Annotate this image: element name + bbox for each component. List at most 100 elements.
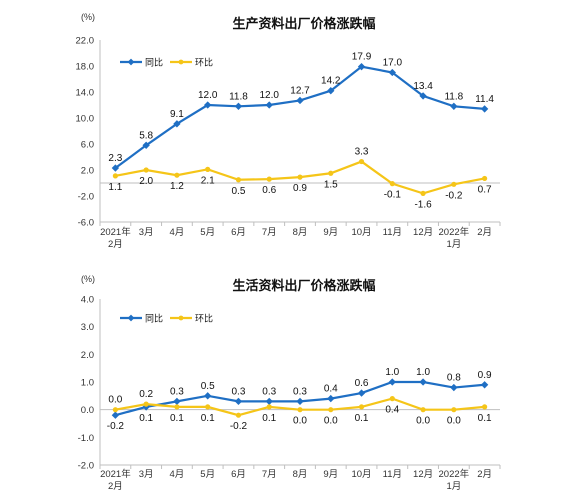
data-point-yoy bbox=[265, 397, 273, 406]
data-label-mom: 0.1 bbox=[355, 413, 369, 424]
data-point-yoy bbox=[419, 378, 427, 386]
x-tick-label: 2022年 1月 bbox=[439, 226, 470, 250]
data-label-mom: 0.0 bbox=[324, 416, 338, 427]
x-tick-label: 2021年 2月 bbox=[100, 468, 131, 492]
y-tick-label: 3.0 bbox=[81, 322, 94, 333]
data-label-yoy: 1.0 bbox=[416, 367, 430, 378]
x-tick-label: 8月 bbox=[293, 469, 308, 480]
data-label-yoy: 13.4 bbox=[413, 81, 433, 92]
x-tick-label: 3月 bbox=[139, 227, 154, 238]
data-label-yoy: 2.3 bbox=[108, 153, 122, 164]
data-label-mom: -0.1 bbox=[384, 190, 402, 201]
data-point-mom bbox=[297, 174, 303, 180]
data-label-yoy: 0.5 bbox=[201, 381, 215, 392]
data-label-mom: 3.3 bbox=[355, 147, 369, 158]
x-tick-label-line: 2月 bbox=[477, 469, 492, 480]
data-point-yoy bbox=[357, 389, 366, 397]
x-tick-label: 5月 bbox=[200, 227, 215, 238]
y-tick-label: 14.0 bbox=[76, 88, 95, 99]
x-tick-label-line: 12月 bbox=[413, 469, 433, 480]
x-tick-label-line: 5月 bbox=[200, 227, 215, 238]
y-tick-label: 6.0 bbox=[81, 140, 94, 151]
legend-marker-mom bbox=[178, 315, 184, 321]
data-point-yoy bbox=[234, 102, 243, 110]
data-label-yoy: 0.3 bbox=[170, 386, 184, 397]
x-tick-label: 3月 bbox=[139, 469, 154, 480]
x-tick-label: 10月 bbox=[351, 227, 371, 238]
x-tick-label: 10月 bbox=[351, 469, 371, 480]
x-tick-label: 4月 bbox=[170, 227, 185, 238]
data-point-mom bbox=[389, 396, 395, 402]
data-point-mom bbox=[420, 407, 426, 413]
producer-goods-chart: 生产资料出厂价格涨跌幅 (%) 22.0 18.0 14.0 10.0 6.0 2.0 -2.0… bbox=[76, 12, 501, 250]
data-label-yoy: 11.8 bbox=[229, 91, 248, 102]
data-label-yoy: 5.8 bbox=[139, 130, 153, 141]
data-point-yoy bbox=[204, 392, 212, 400]
data-point-yoy bbox=[111, 411, 120, 419]
data-label-mom: 0.7 bbox=[478, 184, 492, 195]
x-tick-label-line: 2月 bbox=[477, 227, 492, 238]
y-tick-label: 22.0 bbox=[76, 36, 95, 47]
data-label-mom: 1.5 bbox=[324, 179, 338, 190]
data-label-yoy: 11.8 bbox=[444, 91, 463, 102]
data-point-yoy bbox=[480, 381, 489, 389]
data-label-yoy: 0.9 bbox=[478, 370, 492, 381]
data-label-yoy: 12.0 bbox=[259, 90, 279, 101]
chart-title: 生活资料出厂价格涨跌幅 bbox=[232, 278, 375, 293]
data-point-yoy bbox=[173, 120, 181, 128]
x-tick-label: 2022年 1月 bbox=[439, 468, 470, 492]
data-label-yoy: 0.3 bbox=[262, 386, 276, 397]
x-tick-label-line: 2月 bbox=[108, 239, 123, 250]
data-point-mom bbox=[266, 176, 272, 182]
data-point-mom bbox=[328, 170, 334, 176]
data-label-yoy: 0.8 bbox=[447, 373, 461, 384]
x-tick-label: 11月 bbox=[383, 227, 402, 238]
x-tick-label: 6月 bbox=[231, 469, 246, 480]
x-tick-label-line: 2月 bbox=[108, 481, 123, 492]
data-label-yoy: 17.0 bbox=[383, 58, 403, 69]
y-unit-label: (%) bbox=[81, 12, 95, 22]
legend-label-mom: 环比 bbox=[195, 57, 213, 68]
legend-marker-mom bbox=[178, 59, 184, 65]
legend-label-mom: 环比 bbox=[195, 313, 213, 324]
data-label-mom: 1.1 bbox=[108, 182, 122, 193]
y-tick-label: 10.0 bbox=[76, 114, 95, 125]
data-label-yoy: 0.3 bbox=[232, 386, 246, 397]
data-point-mom bbox=[174, 172, 180, 178]
data-label-yoy: 1.0 bbox=[385, 367, 399, 378]
data-point-mom bbox=[482, 404, 488, 410]
data-label-mom: 2.0 bbox=[139, 176, 153, 187]
data-label-yoy: 11.4 bbox=[475, 94, 494, 105]
x-tick-label: 5月 bbox=[200, 469, 215, 480]
data-label-mom: 0.1 bbox=[478, 413, 492, 424]
data-point-yoy bbox=[327, 87, 335, 95]
x-tick-label-line: 3月 bbox=[139, 469, 154, 480]
data-label-mom: 0.1 bbox=[201, 413, 215, 424]
data-label-mom: 0.2 bbox=[139, 389, 153, 400]
y-tick-label: -1.0 bbox=[78, 433, 94, 444]
data-point-mom bbox=[205, 404, 211, 410]
data-point-yoy bbox=[234, 397, 243, 406]
data-label-mom: 2.1 bbox=[201, 175, 215, 186]
data-point-mom bbox=[358, 158, 365, 165]
data-point-mom bbox=[235, 412, 242, 418]
data-point-yoy bbox=[173, 397, 181, 406]
x-tick-label-line: 8月 bbox=[293, 227, 308, 238]
data-point-yoy bbox=[388, 378, 396, 386]
data-point-mom bbox=[112, 407, 118, 413]
legend-marker-yoy bbox=[127, 314, 135, 322]
x-tick-label: 8月 bbox=[293, 227, 308, 238]
x-tick-label: 7月 bbox=[262, 227, 277, 238]
x-tick-label-line: 10月 bbox=[351, 227, 371, 238]
data-label-mom: 0.0 bbox=[447, 416, 461, 427]
data-label-mom: 0.9 bbox=[293, 183, 307, 194]
y-tick-label: 0.0 bbox=[81, 405, 94, 416]
legend-marker-yoy bbox=[127, 58, 135, 66]
chart-title: 生产资料出厂价格涨跌幅 bbox=[232, 16, 375, 31]
data-point-yoy bbox=[296, 96, 304, 105]
x-tick-label: 4月 bbox=[170, 469, 185, 480]
y-unit-label: (%) bbox=[81, 274, 95, 284]
x-tick-label-line: 7月 bbox=[262, 469, 277, 480]
y-tick-label: -2.0 bbox=[78, 461, 94, 472]
